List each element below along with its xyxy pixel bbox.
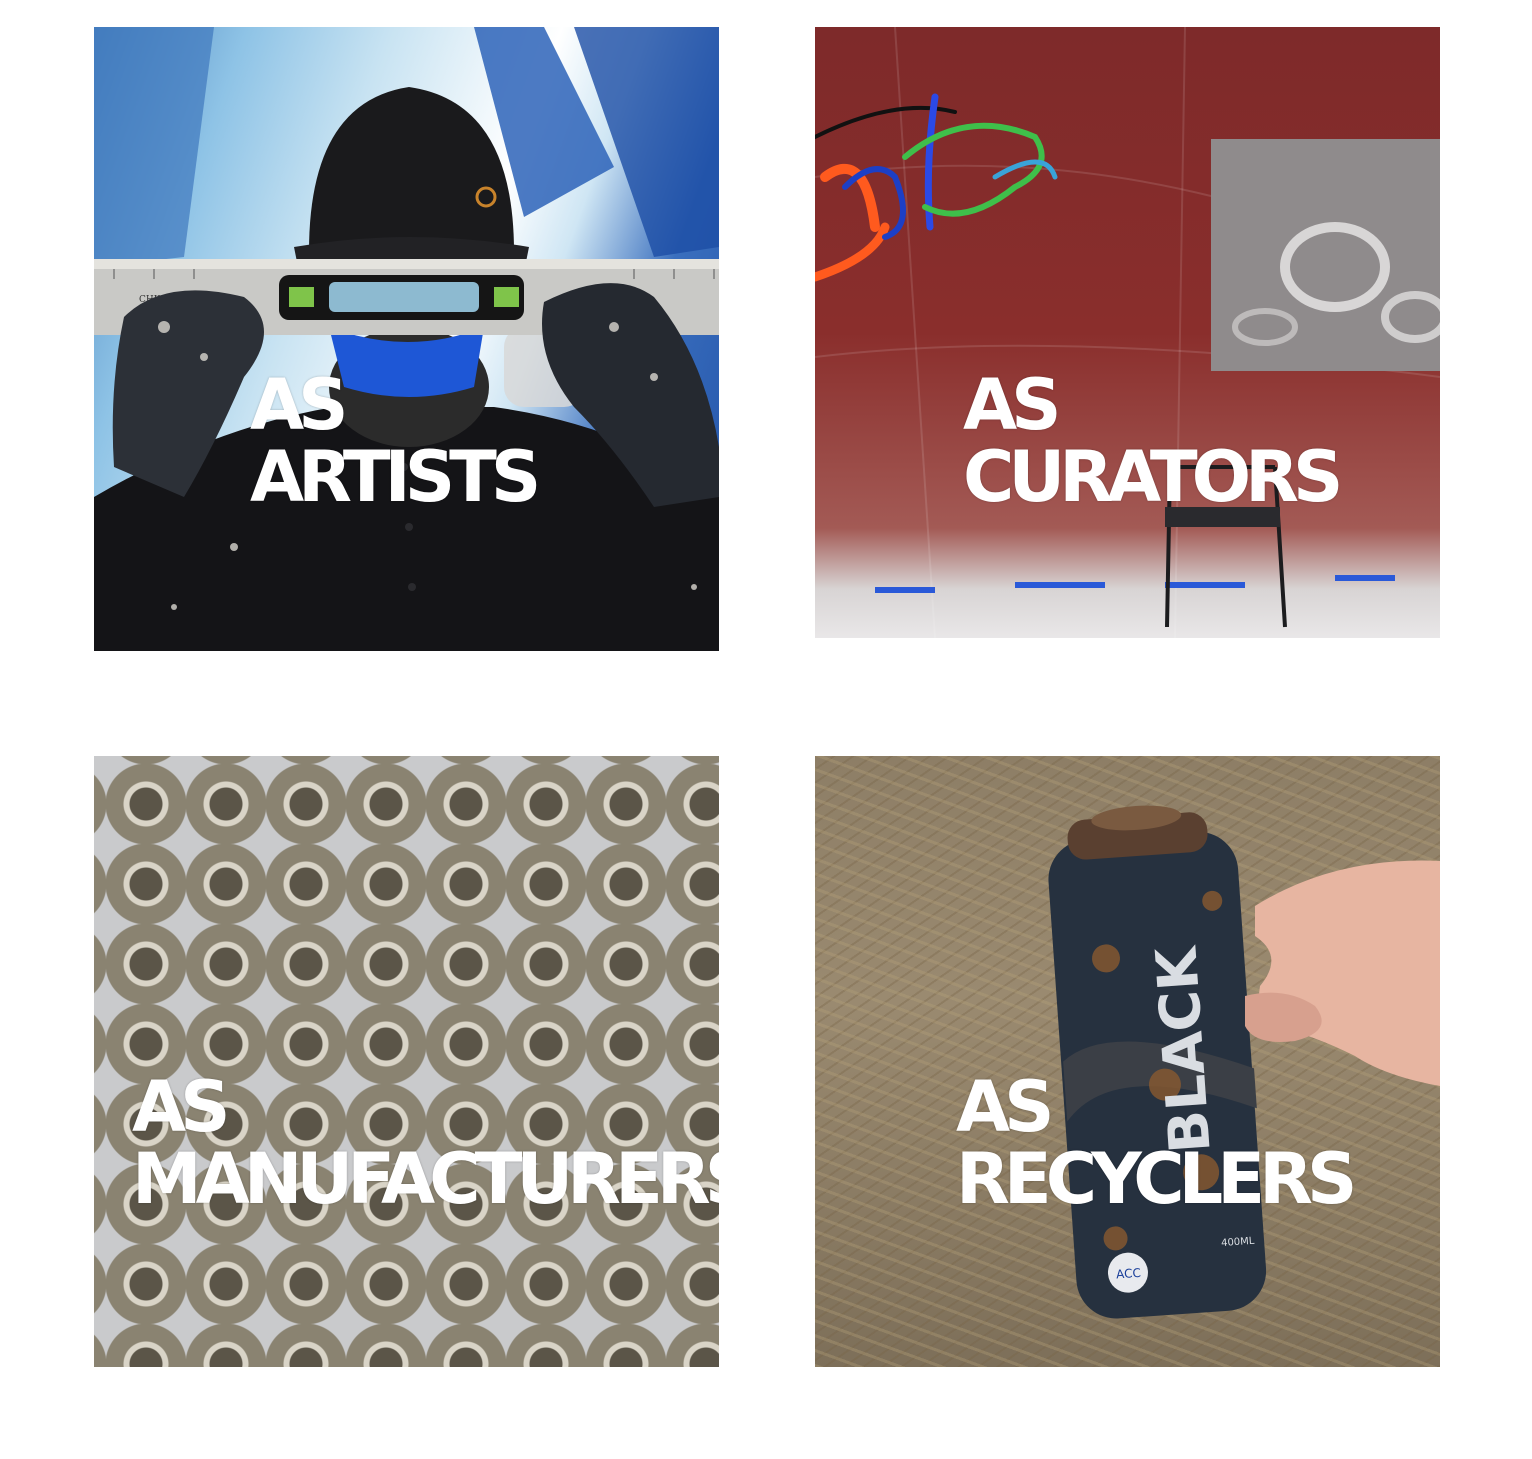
artists-photo: CHINA — [94, 27, 719, 651]
card-role: RECYCLERS — [956, 1138, 1357, 1220]
can-volume: 400ML — [1221, 1236, 1255, 1249]
can-brand: BLACK — [1144, 942, 1223, 1155]
card-artists[interactable]: CHINA AS ARTISTS — [94, 27, 719, 651]
card-role: CURATORS — [963, 436, 1343, 518]
card-title-curators: AS CURATORS — [963, 364, 1343, 518]
card-manufacturers[interactable]: AS MANUFACTURERS — [94, 756, 719, 1367]
card-title-manufacturers: AS MANUFACTURERS — [132, 1071, 719, 1215]
card-role: ARTISTS — [250, 436, 541, 518]
card-curators[interactable]: AS CURATORS — [815, 27, 1440, 638]
card-title-artists: AS ARTISTS — [250, 364, 541, 518]
curators-photo — [815, 27, 1440, 638]
card-prefix: AS — [963, 364, 1062, 446]
recyclers-photo: BLACK ACC 400ML — [815, 756, 1440, 1367]
manufacturers-photo — [94, 756, 719, 1367]
card-role: MANUFACTURERS — [132, 1138, 719, 1220]
can-badge: ACC — [1116, 1266, 1142, 1282]
card-recyclers[interactable]: BLACK ACC 400ML AS RECYCLERS — [815, 756, 1440, 1367]
card-prefix: AS — [956, 1066, 1055, 1148]
card-title-recyclers: AS RECYCLERS — [956, 1066, 1357, 1220]
card-prefix: AS — [250, 364, 349, 446]
card-prefix: AS — [132, 1066, 231, 1148]
